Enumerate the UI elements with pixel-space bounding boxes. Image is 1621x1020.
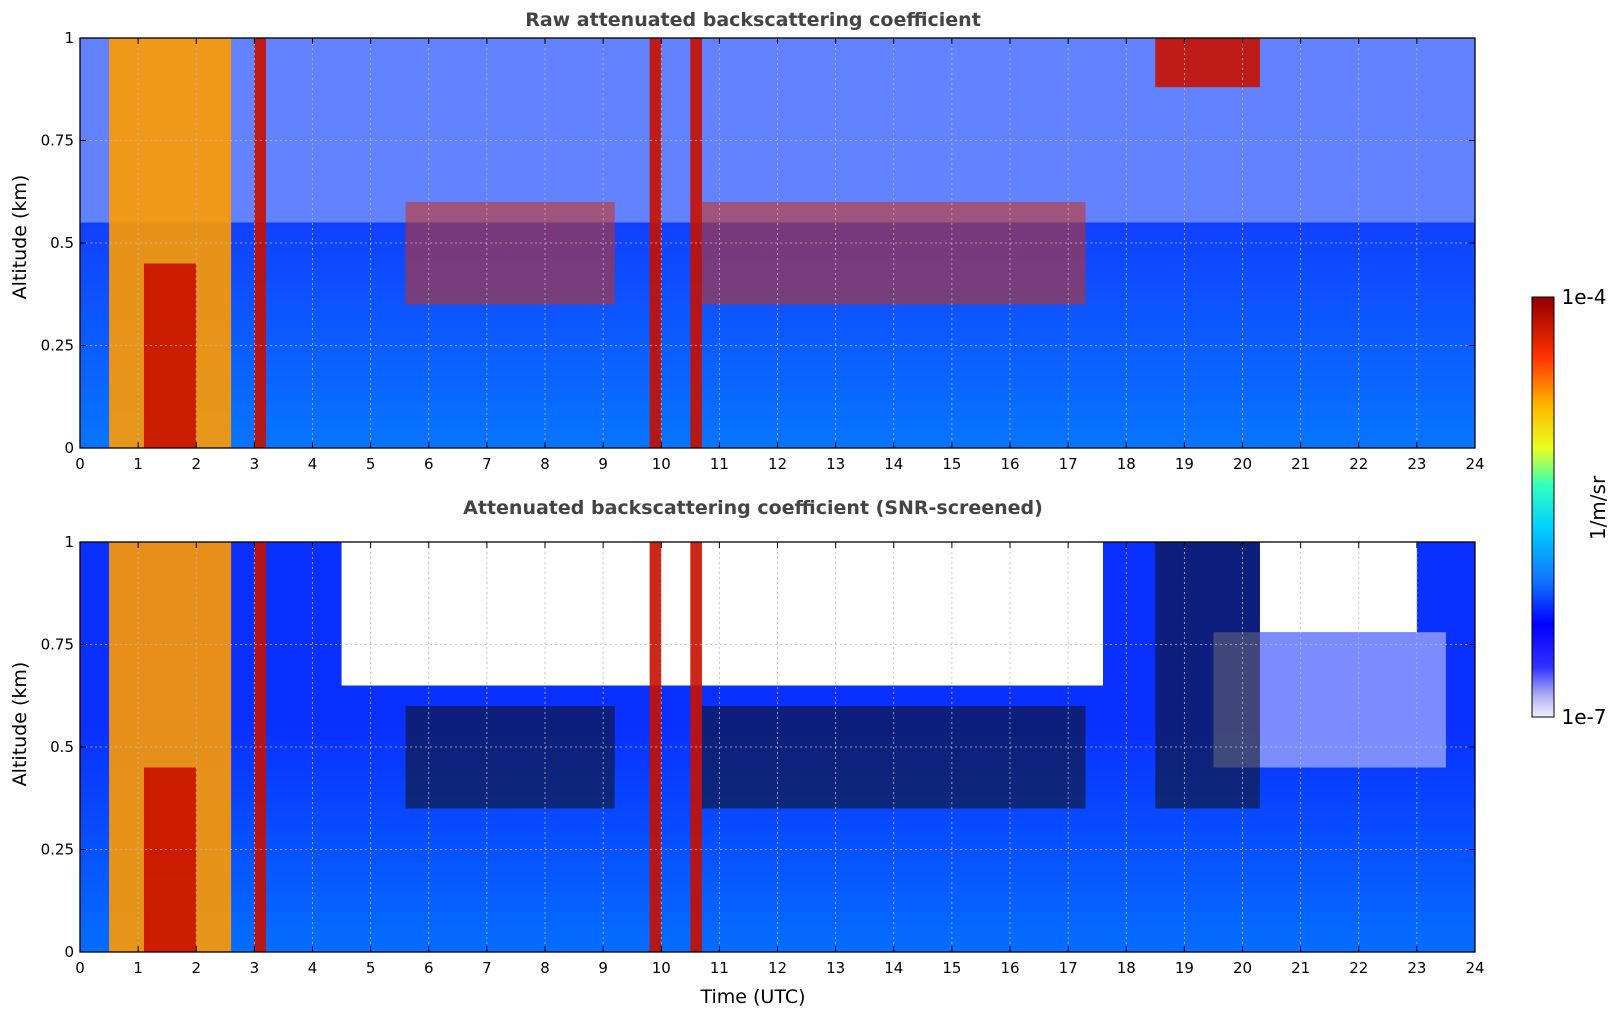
x-tick-label: 2 [191, 959, 201, 977]
x-tick-label: 4 [308, 959, 318, 977]
x-tick-label: 6 [424, 455, 434, 473]
x-tick-label: 12 [768, 455, 787, 473]
x-tick-label: 23 [1407, 455, 1426, 473]
x-axis-label: Time (UTC) [699, 986, 805, 1008]
x-tick-label: 21 [1291, 959, 1310, 977]
x-tick-label: 8 [540, 959, 550, 977]
y-tick-label: 0.75 [41, 636, 74, 654]
y-tick-label: 0.75 [41, 132, 74, 150]
x-tick-label: 19 [1175, 455, 1194, 473]
backscatter-feature [1155, 38, 1260, 88]
y-tick-label: 1 [64, 533, 74, 551]
x-tick-label: 15 [942, 455, 961, 473]
y-axis-label: Altitude (km) [9, 662, 31, 787]
x-tick-label: 5 [366, 455, 376, 473]
x-tick-label: 3 [250, 959, 260, 977]
backscatter-feature [143, 263, 197, 448]
x-tick-label: 16 [1000, 959, 1019, 977]
x-tick-label: 5 [366, 959, 376, 977]
x-tick-label: 9 [598, 959, 608, 977]
x-tick-label: 10 [652, 959, 671, 977]
x-tick-label: 3 [250, 455, 260, 473]
chart-title: Attenuated backscattering coefficient (S… [463, 497, 1043, 519]
backscatter-feature [405, 706, 615, 809]
backscatter-feature [405, 202, 615, 305]
x-tick-label: 23 [1407, 959, 1426, 977]
screened-region [1259, 542, 1417, 633]
x-tick-label: 0 [75, 959, 85, 977]
x-tick-label: 1 [133, 959, 143, 977]
x-tick-label: 1 [133, 455, 143, 473]
x-tick-label: 13 [826, 455, 845, 473]
x-tick-label: 7 [482, 455, 492, 473]
x-tick-label: 14 [884, 455, 903, 473]
y-tick-label: 0 [64, 439, 74, 457]
x-tick-label: 18 [1117, 455, 1136, 473]
x-tick-label: 14 [884, 959, 903, 977]
colorbar-min-label: 1e-7 [1562, 705, 1607, 729]
y-tick-label: 0.5 [50, 738, 74, 756]
x-tick-label: 20 [1233, 959, 1252, 977]
x-tick-label: 11 [710, 959, 729, 977]
x-tick-label: 8 [540, 455, 550, 473]
x-tick-label: 11 [710, 455, 729, 473]
y-tick-label: 1 [64, 29, 74, 47]
x-tick-label: 17 [1059, 959, 1078, 977]
y-axis-label: Altitude (km) [9, 175, 31, 300]
x-tick-label: 21 [1291, 455, 1310, 473]
colorbar-scale [1531, 296, 1555, 718]
chart-title: Raw attenuated backscattering coefficien… [525, 9, 981, 31]
x-tick-label: 13 [826, 959, 845, 977]
x-axis: 0 1 2 3 4 5 6 7 8 9 10 11 12 13 14 15 16 17 18 19 20 21 22 23 24 [75, 542, 1485, 977]
x-tick-label: 17 [1059, 455, 1078, 473]
x-tick-label: 6 [424, 959, 434, 977]
colorbar-max-label: 1e-4 [1562, 285, 1607, 309]
backscatter-feature [1155, 542, 1260, 809]
x-tick-label: 12 [768, 959, 787, 977]
x-tick-label: 24 [1465, 455, 1484, 473]
y-axis: 0 0.25 0.5 0.75 1 [41, 29, 1475, 457]
colorbar-unit-label: 1/m/sr [1586, 475, 1610, 540]
screened-region [341, 542, 1103, 686]
x-tick-label: 22 [1349, 959, 1368, 977]
y-tick-label: 0.25 [41, 841, 74, 859]
y-tick-label: 0.25 [41, 337, 74, 355]
y-tick-label: 0 [64, 943, 74, 961]
x-tick-label: 24 [1465, 959, 1484, 977]
backscatter-feature [143, 767, 197, 952]
x-tick-label: 9 [598, 455, 608, 473]
colorbar: 1e-4 1e-7 1/m/sr [1531, 285, 1610, 729]
x-tick-label: 15 [942, 959, 961, 977]
x-tick-label: 18 [1117, 959, 1136, 977]
x-tick-label: 19 [1175, 959, 1194, 977]
x-tick-label: 16 [1000, 455, 1019, 473]
panel-screened: Attenuated backscattering coefficient (S… [9, 497, 1485, 1008]
y-tick-label: 0.5 [50, 234, 74, 252]
x-tick-label: 20 [1233, 455, 1252, 473]
x-tick-label: 4 [308, 455, 318, 473]
x-tick-label: 0 [75, 455, 85, 473]
x-tick-label: 2 [191, 455, 201, 473]
x-tick-label: 7 [482, 959, 492, 977]
x-axis: 0 1 2 3 4 5 6 7 8 9 10 11 12 13 14 15 16 17 18 19 20 21 22 23 24 [75, 38, 1485, 473]
panel-raw: Raw attenuated backscattering coefficien… [9, 9, 1485, 473]
y-axis: 0 0.25 0.5 0.75 1 [41, 533, 1475, 961]
x-tick-label: 22 [1349, 455, 1368, 473]
x-tick-label: 10 [652, 455, 671, 473]
